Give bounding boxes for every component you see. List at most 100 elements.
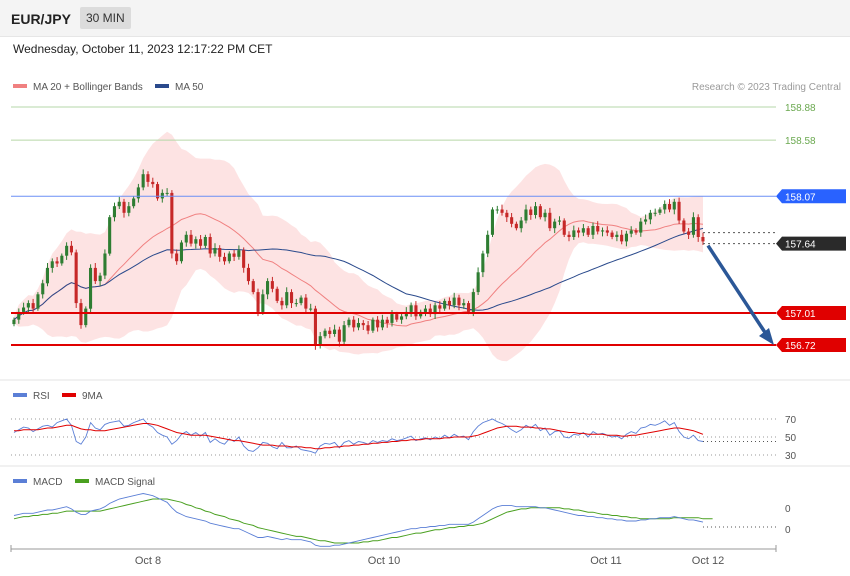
macd-tick-label: 0 — [785, 525, 791, 536]
rsi-ma-line — [14, 423, 704, 450]
candle-body — [26, 303, 30, 308]
candle-body — [481, 253, 485, 273]
candle-body — [146, 174, 150, 182]
level-lines: 158.88 158.58 158.07 157.64 157.01 156.72 — [11, 103, 846, 352]
legend-rsi: RSI — [33, 391, 50, 402]
candle-body — [280, 300, 284, 306]
candle-body — [74, 252, 78, 304]
rsi-tick-label: 50 — [785, 433, 797, 444]
legend-ma20: MA 20 + Bollinger Bands — [33, 82, 143, 93]
timeframe-badge[interactable]: 30 MIN — [80, 7, 131, 29]
legend-macd: MACD — [33, 477, 62, 488]
chart-header: EUR/JPY 30 MIN — [0, 0, 850, 37]
candle-body — [69, 245, 73, 253]
candle-body — [529, 209, 533, 215]
candle-body — [199, 239, 203, 246]
candle-body — [285, 292, 289, 306]
macd-line — [13, 493, 704, 547]
candle-body — [629, 230, 633, 234]
candle-body — [256, 292, 260, 312]
candle-body — [41, 283, 45, 295]
candle-body — [208, 237, 212, 254]
candle-body — [658, 209, 662, 213]
candle-body — [586, 228, 590, 235]
candle-body — [337, 329, 341, 342]
bollinger-band — [14, 131, 703, 362]
x-tick-label: Oct 12 — [692, 555, 724, 567]
candle-body — [203, 237, 207, 246]
level-tag — [776, 306, 846, 320]
candle-body — [151, 181, 155, 185]
ma50-swatch — [155, 84, 169, 88]
candle-body — [189, 234, 193, 244]
candle-body — [519, 220, 523, 229]
candle-body — [653, 212, 657, 214]
candle-body — [562, 220, 566, 235]
candle-body — [577, 230, 581, 233]
level-tag — [776, 338, 846, 352]
candle-body — [572, 230, 576, 237]
candle-body — [447, 300, 451, 306]
candle-body — [567, 234, 571, 237]
candle-body — [620, 234, 624, 242]
candle-body — [376, 319, 380, 328]
legend-rsi-ma: 9MA — [82, 391, 103, 402]
candle-body — [213, 248, 217, 254]
candle-body — [242, 250, 246, 268]
candle-body — [601, 230, 605, 232]
candle-body — [232, 253, 236, 257]
candle-body — [304, 297, 308, 309]
timestamp: Wednesday, October 11, 2023 12:17:22 PM … — [13, 42, 273, 56]
ma50-line — [13, 227, 704, 321]
candle-body — [524, 209, 528, 221]
level-label: 156.72 — [785, 341, 816, 352]
level-label: 158.88 — [785, 103, 816, 114]
candle-body — [356, 323, 360, 328]
rsi-ma-swatch — [62, 393, 76, 397]
candle-body — [696, 217, 700, 237]
main-legend: MA 20 + Bollinger Bands MA 50 Research ©… — [13, 82, 841, 93]
macd-signal-swatch — [75, 479, 89, 483]
credit-text: Research © 2023 Trading Central — [692, 82, 841, 93]
candle-body — [701, 237, 705, 242]
candle-body — [423, 308, 427, 312]
candle-body — [615, 234, 619, 237]
candle-body — [380, 319, 384, 328]
macd-tick-label: 0 — [785, 504, 791, 515]
level-label: 158.07 — [785, 192, 816, 203]
candle-body — [644, 219, 648, 222]
candle-body — [548, 212, 552, 229]
rsi-panel: 70 50 30 — [11, 415, 797, 462]
candle-body — [543, 212, 547, 218]
candle-body — [223, 256, 227, 262]
candle-body — [672, 201, 676, 210]
candle-body — [581, 228, 585, 233]
candle-body — [361, 323, 365, 326]
candle-body — [514, 223, 518, 229]
candle-body — [184, 234, 188, 243]
candle-body — [457, 297, 461, 306]
rsi-line — [13, 418, 704, 454]
candle-body — [290, 292, 294, 304]
x-tick-label: Oct 11 — [590, 555, 622, 567]
legend-macd-signal: MACD Signal — [95, 477, 155, 488]
candle-body — [89, 267, 93, 309]
candle-body — [677, 201, 681, 221]
candle-body — [342, 325, 346, 342]
candle-body — [534, 206, 538, 215]
candle-body — [122, 201, 126, 213]
candle-body — [419, 311, 423, 317]
candle-body — [36, 294, 40, 309]
ma20-line — [13, 213, 704, 327]
candle-body — [433, 305, 437, 315]
symbol-label: EUR/JPY — [11, 11, 71, 27]
candle-body — [55, 261, 59, 264]
candle-body — [237, 250, 241, 257]
macd-legend: MACD MACD Signal — [13, 477, 155, 488]
candle-body — [93, 267, 97, 282]
candle-body — [65, 245, 69, 256]
candle-body — [400, 316, 404, 320]
candle-body — [79, 303, 83, 326]
candle-body — [294, 303, 298, 305]
candle-body — [557, 220, 561, 222]
